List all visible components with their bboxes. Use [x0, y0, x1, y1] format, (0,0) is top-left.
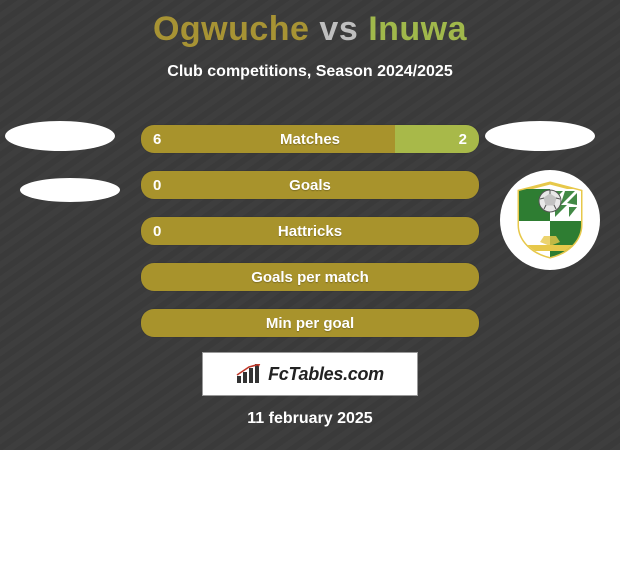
- stat-row: Goals0: [140, 170, 480, 200]
- shield-icon: [515, 181, 585, 259]
- card-title: Ogwuche vs Inuwa: [0, 0, 620, 49]
- card-content: Ogwuche vs Inuwa Club competitions, Seas…: [0, 0, 620, 450]
- stat-value-a: 6: [153, 125, 161, 153]
- stat-row: Min per goal: [140, 308, 480, 338]
- stats-container: Matches62Goals0Hattricks0Goals per match…: [140, 124, 480, 354]
- stat-label: Goals: [141, 171, 479, 199]
- player-a-name: Ogwuche: [153, 10, 310, 48]
- brand-box: FcTables.com: [202, 352, 418, 396]
- comparison-card: Ogwuche vs Inuwa Club competitions, Seas…: [0, 0, 620, 450]
- stat-row: Goals per match: [140, 262, 480, 292]
- subtitle: Club competitions, Season 2024/2025: [0, 63, 620, 81]
- vs-text: vs: [319, 10, 358, 48]
- stat-label: Min per goal: [141, 309, 479, 337]
- stat-label: Matches: [141, 125, 479, 153]
- player-b-avatar-placeholder: [485, 121, 595, 151]
- stat-row: Matches6 2: [140, 124, 480, 154]
- brand-text: FcTables.com: [268, 364, 384, 385]
- stat-label: Hattricks: [141, 217, 479, 245]
- club-b-logo: [500, 170, 600, 270]
- stat-label: Goals per match: [141, 263, 479, 291]
- stat-row: Hattricks0: [140, 216, 480, 246]
- stat-value-b: 2: [459, 125, 467, 153]
- stat-value-a: 0: [153, 171, 161, 199]
- date-text: 11 february 2025: [0, 410, 620, 428]
- club-b-crest: [515, 181, 585, 259]
- club-a-logo-placeholder: [20, 178, 120, 202]
- bar-chart-icon: [236, 364, 262, 384]
- stat-value-a: 0: [153, 217, 161, 245]
- player-a-avatar-placeholder: [5, 121, 115, 151]
- player-b-name: Inuwa: [368, 10, 467, 48]
